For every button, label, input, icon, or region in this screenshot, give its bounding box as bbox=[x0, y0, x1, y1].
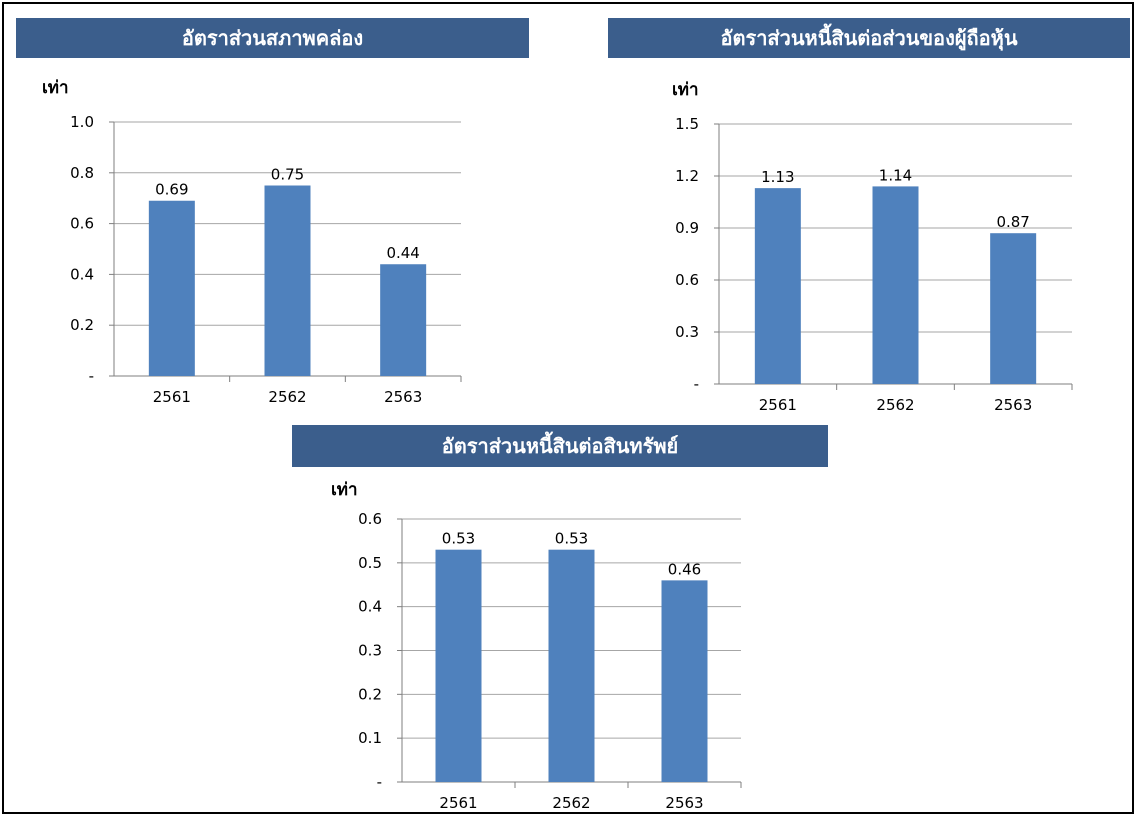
y-tick-label: 1.2 bbox=[675, 167, 699, 185]
y-tick-label: 0.3 bbox=[675, 323, 699, 341]
y-axis-unit-label: เท่า bbox=[42, 78, 69, 98]
y-tick-label: - bbox=[694, 375, 699, 393]
y-tick-label: 0.6 bbox=[675, 271, 699, 289]
x-tick-label: 2562 bbox=[268, 388, 306, 406]
y-axis-unit-label: เท่า bbox=[331, 480, 358, 500]
bar bbox=[435, 549, 482, 782]
chart-title-debt-to-equity: อัตราส่วนหนี้สินต่อส่วนของผู้ถือหุ้น bbox=[608, 18, 1130, 58]
y-tick-label: 0.4 bbox=[358, 598, 382, 616]
y-tick-label: 0.4 bbox=[70, 265, 94, 283]
y-axis-unit-label: เท่า bbox=[672, 80, 699, 100]
chart-title-debt-to-assets: อัตราส่วนหนี้สินต่อสินทรัพย์ bbox=[292, 425, 828, 467]
bar bbox=[148, 200, 195, 376]
chart-title-current-ratio: อัตราส่วนสภาพคล่อง bbox=[16, 18, 529, 58]
y-tick-label: 0.2 bbox=[70, 316, 94, 334]
x-tick-label: 2563 bbox=[994, 396, 1032, 414]
bar bbox=[548, 549, 595, 782]
data-label: 0.87 bbox=[996, 213, 1029, 231]
y-tick-label: - bbox=[377, 773, 382, 791]
x-tick-label: 2562 bbox=[552, 794, 590, 812]
data-label: 0.69 bbox=[155, 181, 188, 199]
y-tick-label: 0.6 bbox=[70, 215, 94, 233]
data-label: 0.75 bbox=[271, 166, 304, 184]
current-ratio-chart: - 0.2 0.4 0.6 0.8 1.0 0.69 2561 0.75 2562 0.44 2563 bbox=[70, 113, 462, 406]
bar bbox=[264, 185, 311, 376]
data-label: 0.46 bbox=[668, 560, 701, 578]
bar bbox=[380, 264, 427, 376]
data-label: 0.44 bbox=[386, 244, 419, 262]
data-label: 0.53 bbox=[555, 530, 588, 548]
debt-to-assets-chart: - 0.1 0.2 0.3 0.4 0.5 0.6 0.53 2561 0.53 2562 0.46 2… bbox=[358, 510, 742, 812]
bar bbox=[754, 188, 801, 384]
y-tick-label: 0.5 bbox=[358, 554, 382, 572]
x-tick-label: 2562 bbox=[876, 396, 914, 414]
x-tick-label: 2563 bbox=[384, 388, 422, 406]
y-tick-label: 0.8 bbox=[70, 164, 94, 182]
y-tick-label: 0.2 bbox=[358, 685, 382, 703]
debt-to-equity-chart: - 0.3 0.6 0.9 1.2 1.5 1.13 2561 1.14 2562 0.87 2563 bbox=[675, 115, 1073, 414]
x-tick-label: 2561 bbox=[439, 794, 477, 812]
x-tick-label: 2561 bbox=[153, 388, 191, 406]
x-tick-label: 2563 bbox=[665, 794, 703, 812]
y-tick-label: 1.0 bbox=[70, 113, 94, 131]
y-tick-label: - bbox=[89, 367, 94, 385]
bar bbox=[872, 186, 919, 384]
y-tick-label: 1.5 bbox=[675, 115, 699, 133]
bar bbox=[990, 233, 1037, 384]
bar bbox=[661, 580, 708, 782]
y-tick-label: 0.6 bbox=[358, 510, 382, 528]
y-tick-label: 0.1 bbox=[358, 729, 382, 747]
data-label: 1.13 bbox=[761, 168, 794, 186]
y-tick-label: 0.9 bbox=[675, 219, 699, 237]
x-tick-label: 2561 bbox=[759, 396, 797, 414]
data-label: 1.14 bbox=[879, 166, 912, 184]
data-label: 0.53 bbox=[442, 530, 475, 548]
y-tick-label: 0.3 bbox=[358, 642, 382, 660]
